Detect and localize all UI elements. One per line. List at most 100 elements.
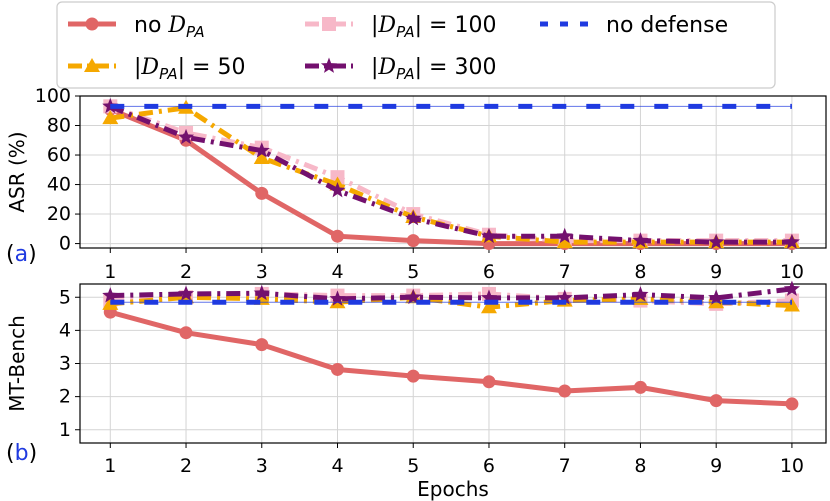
legend-marker-no_dpa: [85, 17, 99, 31]
y-tick-label: 4: [59, 319, 71, 341]
data-point-dpa300: [783, 233, 800, 249]
x-tick-label: 7: [559, 455, 571, 477]
legend-suffix: | = 300: [415, 55, 497, 80]
x-tick-label: 3: [256, 261, 268, 283]
legend-marker-dpa100: [322, 17, 336, 31]
data-point-no_dpa: [709, 394, 723, 408]
data-point-dpa300: [177, 128, 195, 145]
x-tick-label: 10: [780, 455, 804, 477]
data-point-dpa300: [102, 287, 119, 303]
panel-label: (a): [6, 242, 37, 267]
panel-label-close: ): [28, 242, 37, 267]
data-point-dpa300: [480, 227, 498, 244]
data-point-dpa50: [102, 110, 119, 125]
series-line-dpa50: [109, 105, 792, 245]
data-point-dpa50: [556, 234, 573, 249]
x-tick-label: 8: [634, 455, 646, 477]
x-tick-label: 4: [331, 261, 343, 283]
data-point-no_dpa: [406, 369, 420, 383]
x-tick-label: 9: [710, 261, 722, 283]
legend-suffix: | = 50: [178, 55, 246, 80]
data-point-dpa300: [708, 233, 725, 249]
legend-prefix: no: [134, 13, 168, 38]
legend-label-dpa50: |DPA| = 50: [134, 55, 245, 83]
x-tick-label: 10: [780, 261, 804, 283]
x-tick-label: 7: [559, 261, 571, 283]
legend-subscript: PA: [396, 23, 415, 41]
legend-subscript: PA: [396, 65, 415, 83]
y-tick-label: 60: [47, 144, 71, 166]
data-point-no_dpa: [406, 234, 420, 248]
legend-marker-dpa300: [320, 57, 338, 73]
series-dpa50: [102, 99, 800, 249]
x-axis-label: Epochs: [417, 477, 489, 501]
panel-asr: 0 20 40 60 80 100 1 2 3 4 5 6 7 8 9 10 ASR (%) (a): [5, 85, 827, 283]
data-point-dpa300: [708, 289, 725, 305]
x-tick-label: 2: [180, 261, 192, 283]
x-tick-label: 6: [483, 261, 495, 283]
y-tick-label: 2: [59, 386, 71, 408]
data-point-no_dpa: [255, 186, 269, 200]
x-tick-label: 1: [104, 261, 116, 283]
legend-subscript: PA: [186, 23, 205, 41]
legend-label-dpa100: |DPA| = 100: [371, 13, 496, 41]
data-point-dpa300: [253, 284, 270, 301]
data-point-dpa50: [253, 149, 270, 164]
data-point-no_dpa: [255, 338, 269, 352]
data-point-dpa300: [405, 288, 422, 305]
data-point-dpa300: [556, 289, 573, 305]
x-tick-label: 1: [104, 455, 116, 477]
series-line-dpa300: [110, 286, 793, 302]
series-line-dpa100: [110, 291, 793, 307]
x-tick-label: 5: [407, 261, 419, 283]
x-tick-label: 5: [407, 455, 419, 477]
legend-entry-dpa100: |DPA| = 100: [305, 13, 496, 41]
data-point-no_dpa: [331, 229, 345, 243]
data-point-dpa300: [556, 227, 573, 244]
y-tick-label: 80: [47, 115, 71, 137]
legend-symbol: D: [167, 13, 186, 38]
series-line-no_dpa: [109, 309, 793, 407]
y-axis-label: MT-Bench: [5, 315, 29, 412]
y-tick-label: 3: [59, 353, 71, 375]
series-no_dpa: [103, 305, 799, 411]
panel-label-open: (: [6, 441, 15, 466]
data-point-dpa300: [177, 285, 195, 301]
x-tick-label: 9: [710, 455, 722, 477]
legend-prefix: |: [371, 55, 378, 80]
legend-label-dpa300: |DPA| = 300: [371, 55, 496, 83]
panel-label-letter: b: [15, 441, 29, 466]
legend-label-no_defense: no defense: [606, 13, 728, 38]
data-point-no_dpa: [179, 326, 193, 340]
data-point-dpa300: [405, 209, 422, 226]
data-point-no_dpa: [633, 380, 647, 394]
legend-suffix: | = 100: [415, 13, 497, 38]
x-tick-label: 6: [483, 455, 495, 477]
legend-symbol: D: [140, 55, 159, 80]
y-axis-label: ASR (%): [5, 131, 29, 212]
legend: no DPA |DPA| = 100 no defense|DPA| = 50 |DP…: [56, 1, 776, 89]
series-dpa300: [102, 97, 800, 249]
panel-label-close: ): [29, 441, 38, 466]
data-point-dpa300: [480, 289, 498, 305]
legend-entry-no_dpa: no DPA: [68, 13, 205, 41]
data-point-dpa300: [632, 232, 649, 248]
y-tick-label: 100: [35, 85, 71, 107]
y-tick-label: 40: [47, 174, 71, 196]
data-point-no_dpa: [785, 397, 799, 411]
data-point-dpa300: [329, 290, 346, 306]
data-point-dpa300: [632, 286, 649, 302]
axes-frame: [79, 95, 827, 249]
y-tick-label: 5: [59, 286, 71, 308]
legend-prefix: |: [134, 55, 141, 80]
panel-label-open: (: [6, 242, 15, 267]
data-point-dpa300: [253, 142, 270, 158]
series-dpa300: [102, 280, 800, 306]
y-tick-label: 1: [59, 419, 71, 441]
legend-subscript: PA: [159, 65, 178, 83]
legend-suffix: no defense: [606, 13, 728, 38]
data-point-no_dpa: [331, 362, 345, 376]
legend-entry-dpa300: |DPA| = 300: [305, 55, 496, 83]
y-tick-label: 20: [47, 203, 71, 225]
y-tick-label: 0: [59, 233, 71, 255]
